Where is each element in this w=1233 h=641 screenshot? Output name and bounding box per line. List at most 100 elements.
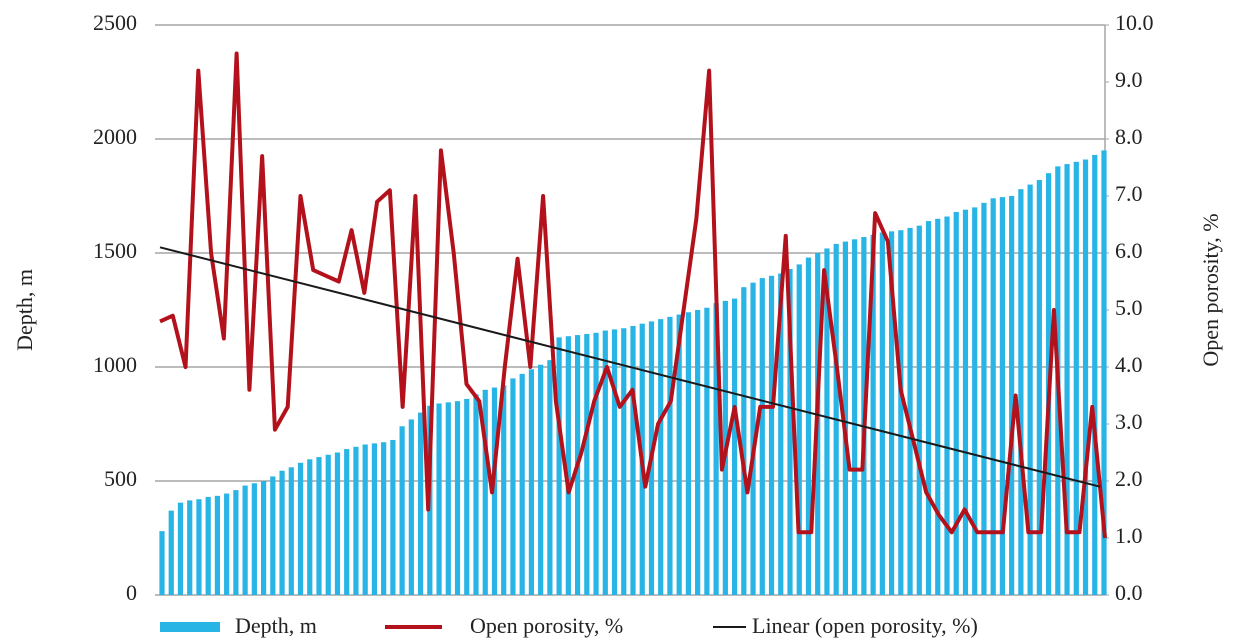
bar [196,499,202,595]
bar [667,316,673,595]
bar [768,275,775,595]
legend-label: Linear (open porosity, %) [752,613,978,638]
bar [251,483,257,595]
bar [528,369,535,595]
bar [1064,164,1070,595]
bar [759,278,765,595]
bar [704,307,710,595]
bar [584,333,590,595]
bar [1009,196,1015,595]
y2-tick-label: 1.0 [1115,523,1143,548]
bar [307,459,313,595]
bar [962,209,969,595]
legend-swatch [160,622,220,632]
y2-tick-label: 9.0 [1115,67,1143,92]
bar [824,248,830,595]
bar [658,319,664,595]
bar [1027,184,1033,595]
bar [353,446,359,595]
bar [621,328,627,595]
bar [501,385,507,595]
bar [473,394,479,595]
bar [177,502,184,595]
bar [408,419,414,595]
bar [611,329,618,595]
bar [1092,154,1098,595]
bar [916,225,922,595]
bar [778,273,784,595]
bar [731,298,738,595]
trend-line [159,246,1101,488]
y-tick-label: 1500 [93,238,137,263]
bar [260,481,267,595]
bar [224,493,230,595]
bar [565,336,571,595]
bar [1101,150,1107,595]
bar [898,230,904,595]
bar [787,268,793,595]
y-tick-label: 2000 [93,124,137,149]
bar [842,241,849,595]
bar [371,443,378,595]
bar [981,202,987,595]
y2-tick-label: 7.0 [1115,181,1143,206]
legend-label: Open porosity, % [470,613,623,638]
bar [556,337,562,595]
y2-axis-label: Open porosity, % [1198,213,1223,366]
bar [907,227,913,596]
bar [676,314,682,595]
bar [1036,180,1042,596]
bar [750,282,756,595]
bar [510,378,516,595]
bar [602,330,608,595]
bar [741,287,747,595]
bar [538,364,544,595]
bar [242,485,248,595]
y-axis-label: Depth, m [12,269,37,351]
bar [334,452,341,595]
bar [999,197,1006,595]
bar [390,439,396,595]
bar [297,462,304,595]
bar [362,444,368,595]
bar [879,232,885,596]
bar [547,360,553,595]
y2-tick-label: 0.0 [1115,580,1143,605]
y2-tick-label: 2.0 [1115,466,1143,491]
bar [464,398,470,595]
y2-tick-label: 6.0 [1115,238,1143,263]
bar [1082,159,1089,595]
bar [944,216,950,595]
y-tick-label: 1000 [93,352,137,377]
bar [852,239,858,595]
bar [344,449,350,595]
bar [205,496,211,595]
bar [796,264,802,595]
y2-tick-label: 3.0 [1115,409,1143,434]
bar [870,234,876,595]
bar [935,218,941,596]
bar [482,389,488,595]
bar [1073,161,1079,596]
bar [990,198,996,595]
bar [593,332,599,595]
bar [445,402,451,595]
bar [972,207,978,595]
bar [316,457,322,595]
bar [381,442,387,595]
bar [695,310,701,595]
line [159,51,1107,539]
bar [233,490,239,595]
y2-tick-label: 10.0 [1115,10,1154,35]
bar [417,412,424,595]
bar [1018,189,1024,595]
bar [630,325,636,595]
bar [805,257,812,595]
bar [187,500,193,595]
bar [713,303,719,595]
legend-label: Depth, m [235,613,317,638]
bar [685,312,692,595]
bar [925,221,932,595]
y-tick-label: 0 [126,580,137,605]
